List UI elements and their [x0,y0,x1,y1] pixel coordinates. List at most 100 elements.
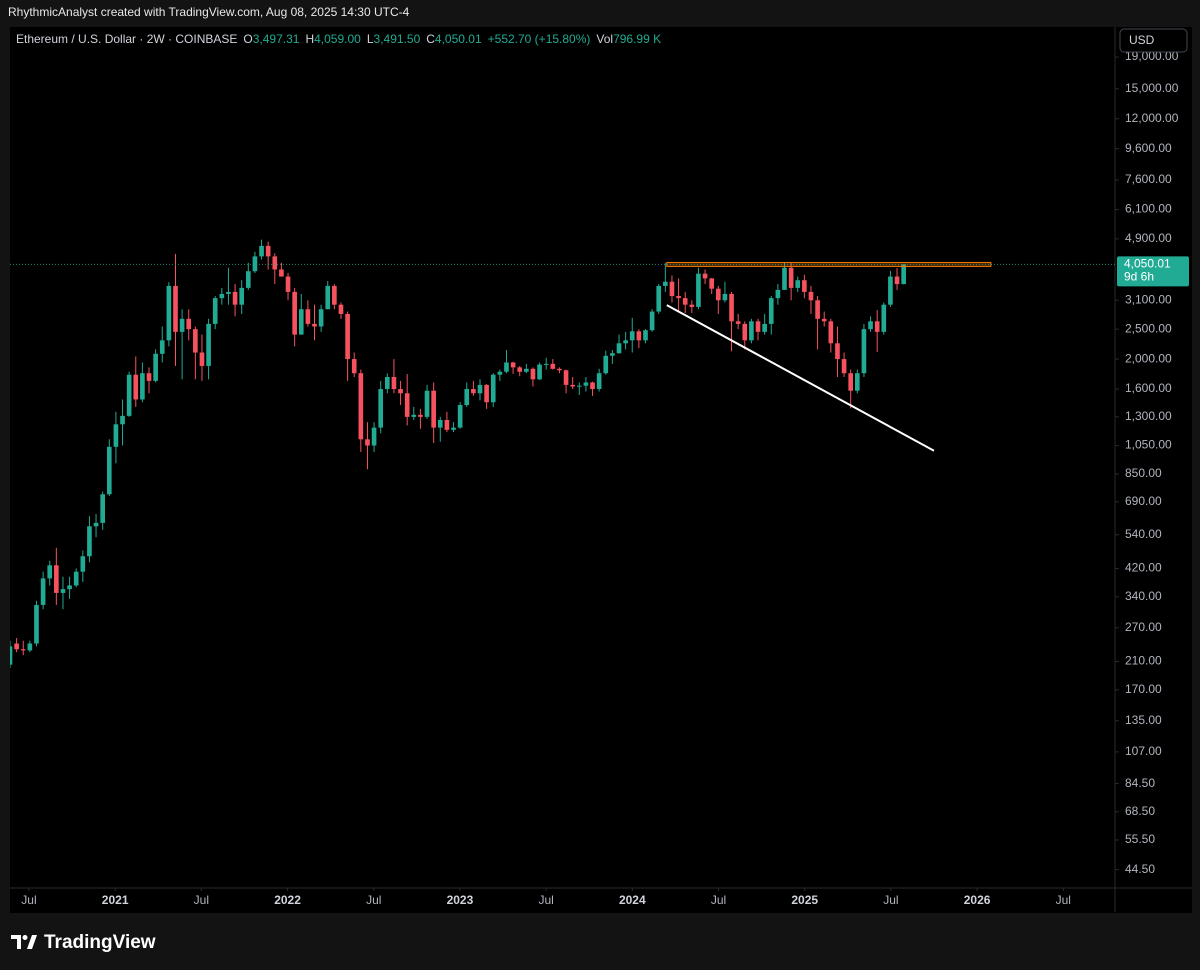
y-tick-label: 270.00 [1125,620,1162,634]
y-tick-label: 135.00 [1125,713,1162,727]
candle-body [73,571,79,586]
candle-body [431,390,436,428]
candle-body [279,269,284,277]
candle-body [696,273,701,307]
candle-body [795,280,801,288]
candle-body [212,298,218,324]
legend-value: 3,491.50 [374,32,421,46]
candle-body [20,649,26,651]
legend-value: 796.99 K [613,32,661,46]
x-tick-label: Jul [21,893,36,907]
candle-body [80,556,86,572]
candle-body [788,267,794,288]
x-tick-label: Jul [711,893,726,907]
resistance-zone [666,261,992,267]
candle-body [636,331,642,341]
candle-body [120,415,125,425]
candle-body [649,311,655,331]
x-tick-label: Jul [1056,893,1071,907]
candle-body [490,374,496,403]
y-tick-label: 12,000.00 [1125,111,1179,125]
candle-body [821,318,827,322]
candle-body [729,293,734,322]
candle-body [517,367,523,372]
candle-body [67,585,72,590]
candle-body [398,389,403,394]
candle-body [629,331,635,341]
candle-body [351,359,357,374]
candle-body [411,414,417,417]
price-axis [1115,27,1192,888]
candle-body [689,304,695,307]
candle-body [623,340,628,344]
candle-body [40,578,46,605]
time-axis [10,888,1192,913]
candle-body [126,374,132,416]
candle-body [484,384,489,403]
candle-body [47,565,53,579]
candle-body [762,323,767,332]
candle-body [464,389,470,406]
candle-body [332,285,337,305]
candle-body [298,309,304,335]
candle-body [371,427,377,446]
candle-body [358,373,364,440]
candle-body [206,323,211,366]
candle-body [10,646,13,665]
candle-body [113,424,119,447]
y-tick-label: 44.50 [1125,862,1155,876]
candle-body [504,362,509,372]
candle-body [292,291,297,335]
legend-key: H [305,32,314,46]
y-tick-label: 6,100.00 [1125,202,1172,216]
y-tick-label: 2,000.00 [1125,351,1172,365]
candle-body [742,323,748,341]
x-tick-label: Jul [538,893,553,907]
candle-body [226,291,231,294]
candle-body [457,405,463,428]
candle-body [87,526,92,557]
y-tick-label: 55.50 [1125,832,1155,846]
legend-key: C [426,32,435,46]
candle-body [841,359,847,374]
candle-body [735,321,741,324]
candle-body [570,384,575,387]
candle-body [808,291,814,301]
currency-button[interactable] [1119,28,1188,53]
candle-body [768,298,774,324]
candle-body [232,291,238,305]
candle-body [451,427,456,430]
x-tick-label: 2025 [791,893,818,907]
legend: Ethereum / U.S. Dollar · 2W · COINBASE O3… [16,32,661,46]
candle-body [186,318,192,330]
candle-body [854,373,860,391]
candle-body [471,389,476,394]
candle-body [709,278,715,289]
y-tick-label: 1,050.00 [1125,438,1172,452]
candle-body [153,353,158,381]
candle-body [715,288,721,301]
x-tick-label: Jul [883,893,898,907]
candle-body [497,371,503,375]
x-tick-label: 2023 [447,893,474,907]
candle-body [54,565,59,593]
y-tick-label: 3,100.00 [1125,292,1172,306]
candle-body [239,287,245,305]
x-tick-label: 2026 [964,893,991,907]
legend-value: 4,059.00 [314,32,361,46]
candle-body [775,289,781,299]
credit: RhythmicAnalyst created with TradingView… [8,5,410,19]
y-tick-label: 19,000.00 [1125,49,1179,63]
candle-body [404,393,410,417]
candle-body [888,276,893,305]
candle-body [106,446,112,495]
candle-body [14,643,19,650]
y-tick-label: 210.00 [1125,654,1162,668]
change: +552.70 (+15.80%) [488,32,591,46]
candle-body [596,373,602,390]
y-tick-label: 170.00 [1125,682,1162,696]
last-price-label: 4,050.01 [1124,257,1171,271]
symbol: Ethereum / U.S. Dollar · 2W · COINBASE [16,32,237,46]
